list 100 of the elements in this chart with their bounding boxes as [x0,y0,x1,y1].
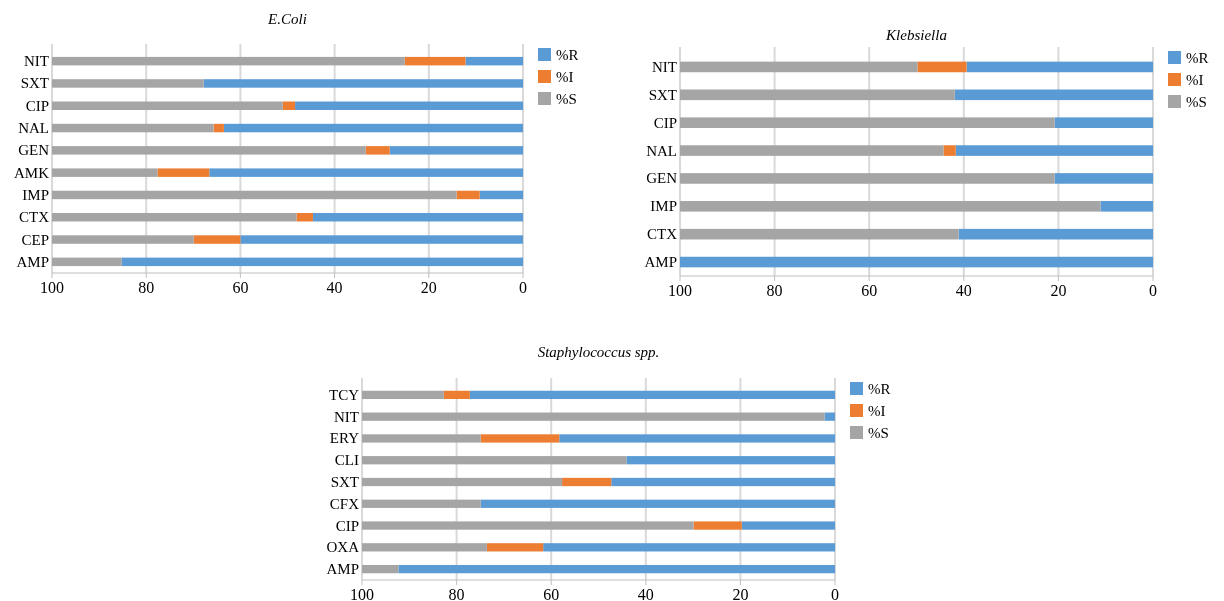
bar [443,390,470,400]
bar [312,213,523,222]
y-tick-label: NAL [646,142,677,159]
y-tick-label: NIT [652,58,677,75]
bar [203,79,523,88]
bar [680,228,959,240]
bar [626,456,835,465]
bar [680,256,1153,268]
bar [480,499,835,508]
legend-label: %I [1186,72,1204,88]
y-tick-label: TCY [329,386,360,403]
bar [213,123,224,133]
x-tick-label: 80 [448,586,465,601]
bar [121,257,523,267]
bar [52,123,214,133]
chart-title: Klebsiella [885,27,947,43]
bar [52,56,405,66]
bar [398,564,835,574]
legend-label: %R [556,47,579,63]
y-tick-label: AMP [326,561,359,578]
bar [480,434,560,443]
x-tick-label: 0 [831,586,839,601]
y-tick-label: GEN [18,142,50,159]
x-tick-label: 20 [1050,282,1067,299]
x-tick-label: 60 [232,279,249,296]
bar [1054,117,1153,128]
y-tick-label: CEP [21,231,49,248]
bar [680,201,1101,212]
bar [955,145,1153,156]
bar [223,123,523,133]
bar [296,213,313,222]
bar [479,190,523,200]
bar [562,477,612,487]
bar [469,390,835,400]
legend-label: %S [868,425,889,441]
bar [465,56,523,66]
y-tick-label: CIP [653,114,677,131]
y-tick-label: ERY [329,430,360,447]
bar [362,456,627,465]
y-tick-label: CTX [19,209,50,226]
y-tick-label: IMP [22,186,49,203]
bar [824,412,835,421]
y-tick-label: CIP [25,97,49,114]
bar [362,543,487,552]
bar [404,56,466,66]
bar [362,521,694,530]
x-tick-label: 40 [955,282,972,299]
bar [52,190,457,200]
bar [1054,173,1153,184]
bar [362,499,481,508]
legend-label: %R [868,381,891,397]
x-tick-label: 40 [326,279,343,296]
y-tick-label: CLI [334,452,359,469]
bar [362,412,825,421]
y-tick-label: AMP [16,253,49,270]
y-tick-label: AMK [13,164,50,181]
bar [943,145,956,156]
bar [680,61,918,73]
y-tick-label: CTX [647,226,678,243]
y-tick-label: GEN [646,170,678,187]
bar [958,228,1153,240]
bar [486,543,544,552]
x-tick-label: 100 [668,282,692,299]
bar [966,61,1153,73]
legend-label: %I [868,403,886,419]
chart-title: Staphylococcus spp. [537,344,660,360]
bar [52,101,283,110]
bar [611,477,835,487]
y-tick-label: NIT [334,408,359,425]
x-tick-label: 60 [543,586,560,601]
bar [240,235,523,244]
legend-label: %S [1186,94,1207,110]
bar [680,173,1055,184]
bar [52,235,194,244]
bar [52,168,158,177]
bar [209,168,523,177]
bar [52,257,122,267]
chart-title: E.Coli [267,11,307,27]
bar [954,89,1153,101]
legend-label: %I [556,69,574,85]
x-tick-label: 80 [138,279,155,296]
y-tick-label: SXT [330,474,359,490]
bar [1100,201,1153,212]
x-tick-label: 20 [732,586,749,601]
y-tick-label: OXA [326,539,360,556]
bar [52,213,297,222]
y-tick-label: SXT [20,75,49,92]
bar [559,434,835,443]
y-tick-label: NAL [18,120,49,137]
y-tick-label: SXT [648,86,677,103]
y-tick-label: NIT [24,53,49,70]
x-tick-label: 20 [420,279,437,296]
bar [389,146,523,155]
x-tick-label: 100 [40,279,64,296]
bar [362,477,563,487]
bar [295,101,523,110]
y-tick-label: CIP [335,517,359,534]
bar [917,61,967,73]
bar [680,89,955,101]
bar [693,521,742,530]
